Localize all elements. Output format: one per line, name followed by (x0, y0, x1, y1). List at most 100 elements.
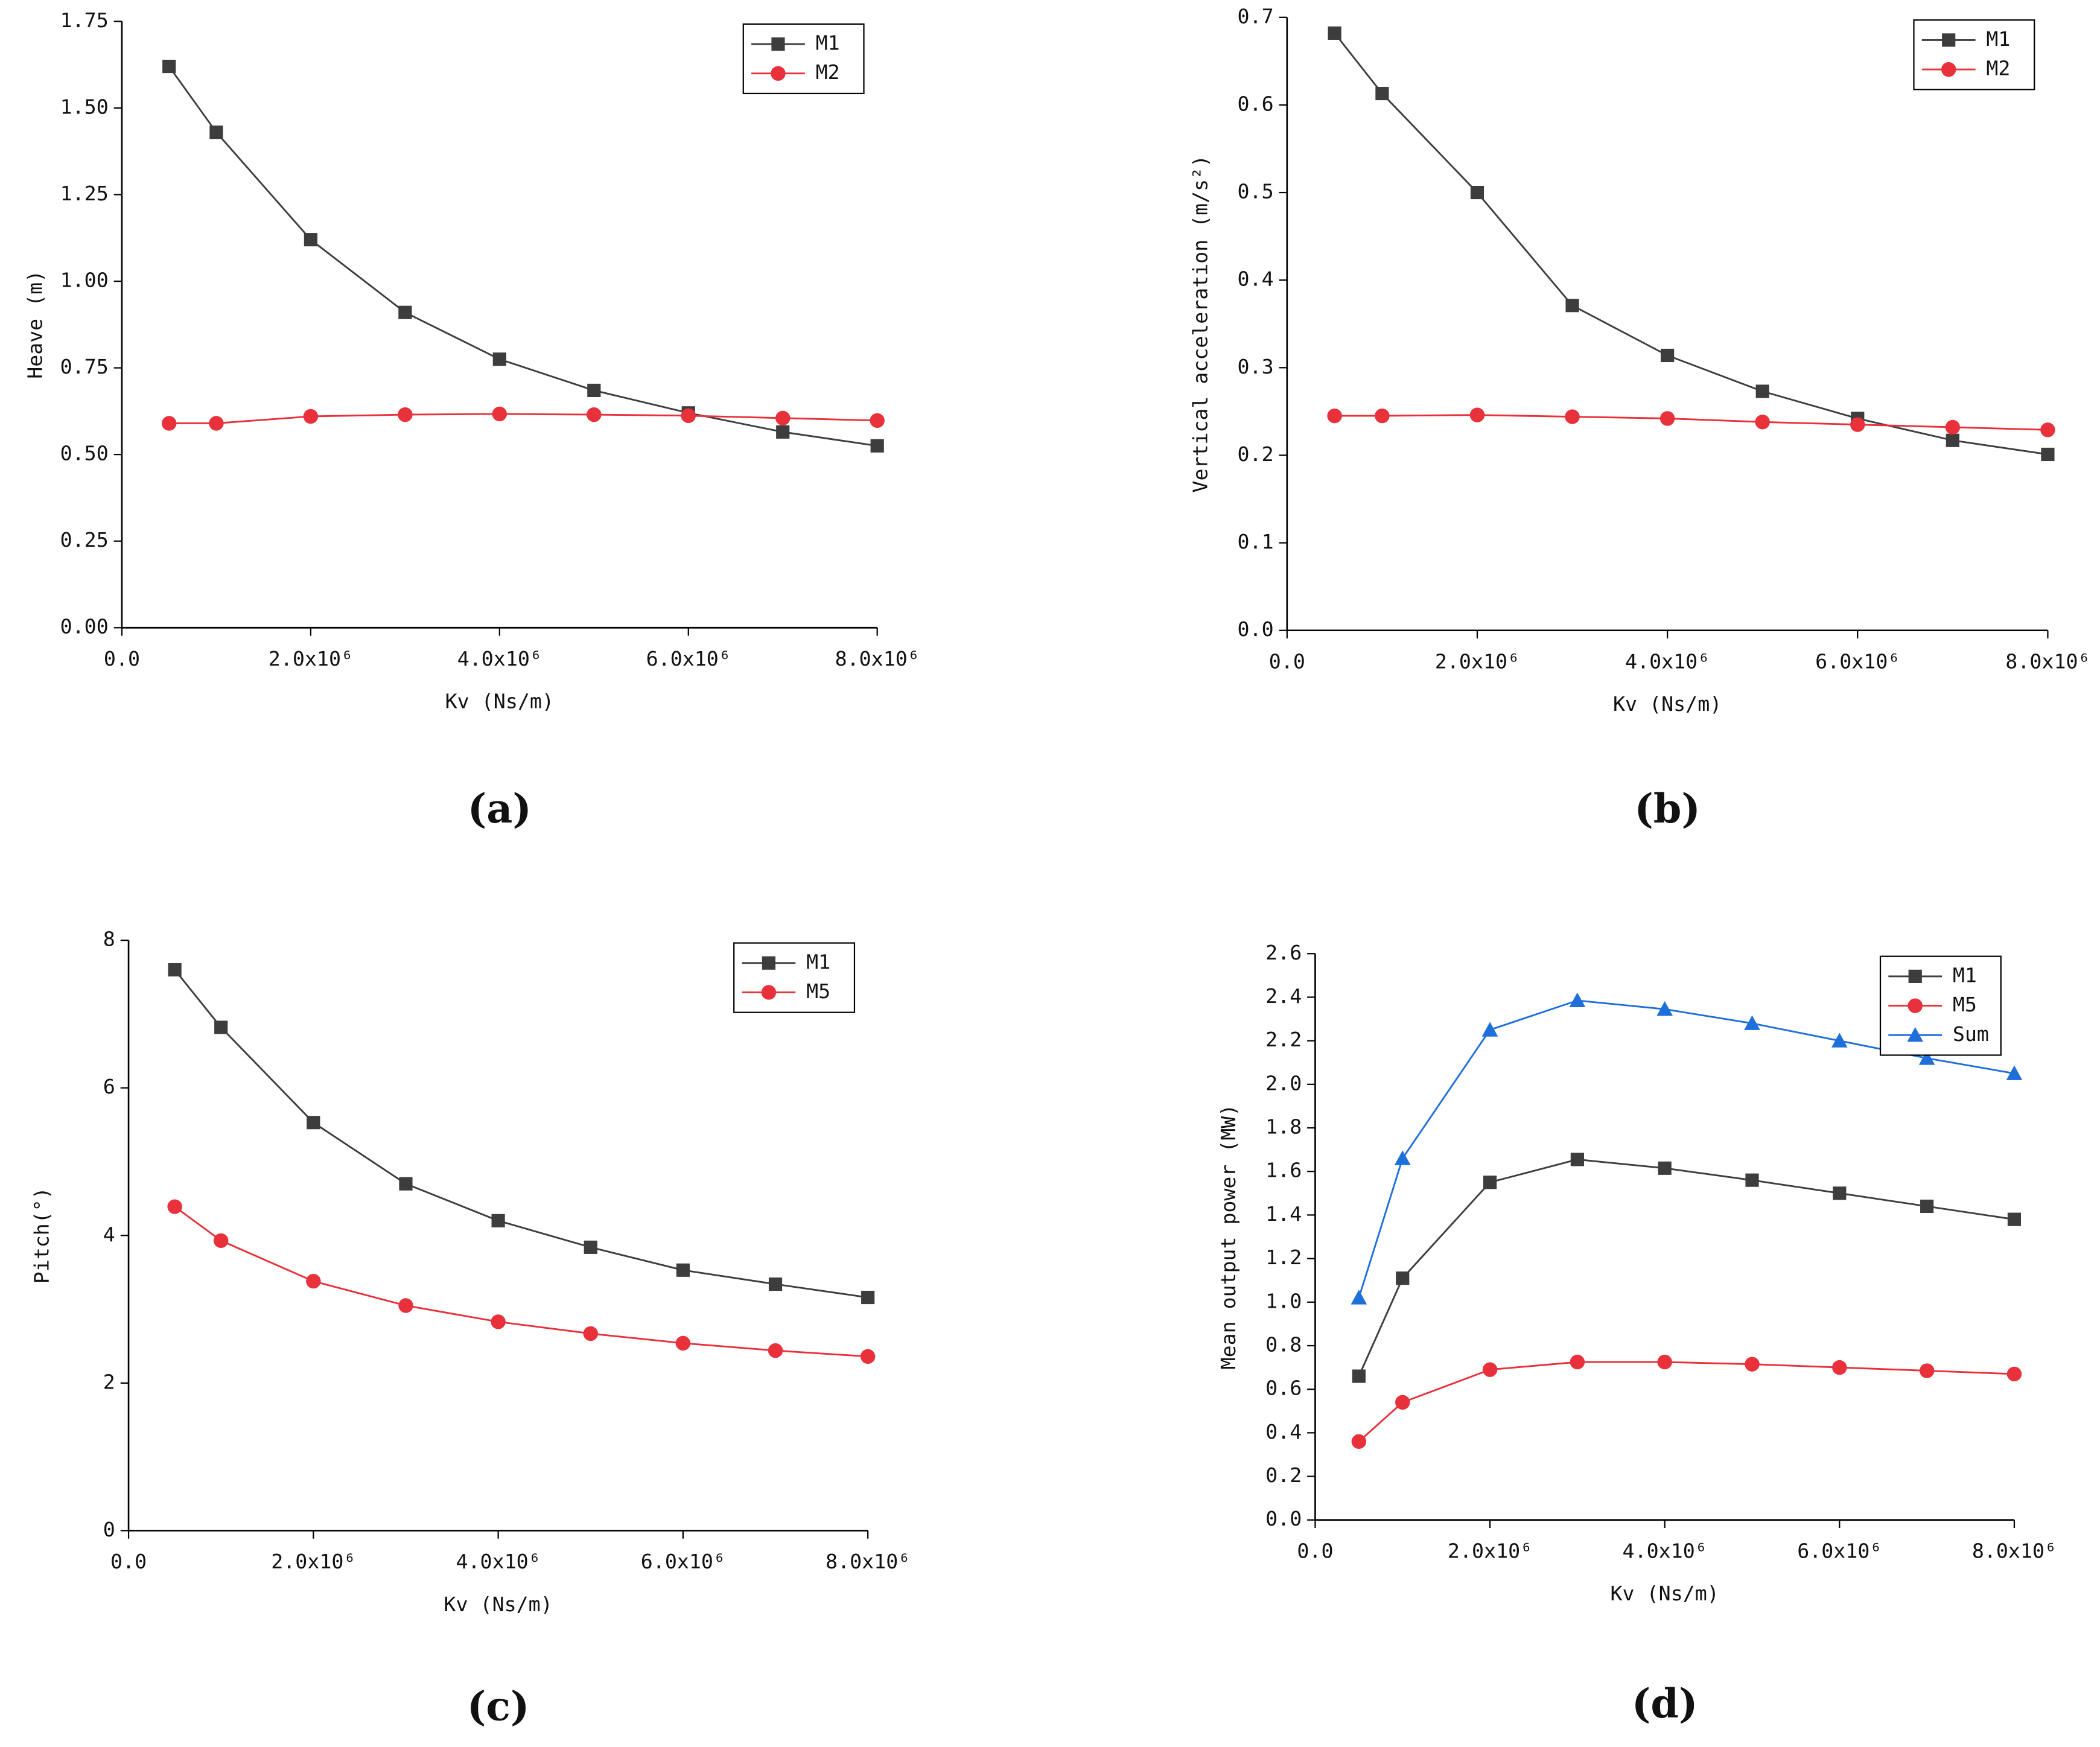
legend-marker (1908, 998, 1923, 1013)
marker (1946, 433, 1959, 447)
marker (776, 425, 790, 439)
marker (1657, 1354, 1672, 1370)
x-tick-label: 2.0x10⁶ (269, 647, 353, 670)
marker (1396, 1271, 1410, 1285)
marker (209, 126, 223, 139)
marker (584, 1240, 597, 1254)
y-tick-label: 1.00 (60, 269, 109, 292)
marker (2041, 447, 2055, 462)
x-axis-label: Kv (Ns/m) (1611, 1582, 1719, 1605)
legend-label: M1 (1986, 27, 2010, 51)
marker (1831, 1033, 1848, 1048)
y-tick-label: 0.1 (1238, 530, 1274, 553)
marker (1745, 1173, 1759, 1187)
marker (2006, 1366, 2022, 1382)
marker (1395, 1395, 1410, 1410)
marker (681, 408, 696, 424)
marker (306, 1273, 321, 1289)
marker (303, 409, 319, 424)
y-axis-label: Heave (m) (23, 270, 46, 379)
marker (1850, 417, 1865, 432)
marker (1328, 26, 1341, 40)
marker (399, 1177, 413, 1191)
series-line (1358, 1361, 2015, 1442)
marker (1945, 419, 1961, 435)
y-tick-label: 1.2 (1265, 1246, 1302, 1269)
marker (1744, 1015, 1760, 1030)
marker (870, 439, 884, 453)
marker (583, 1326, 598, 1341)
y-tick-label: 0.0 (1238, 617, 1274, 641)
marker (2006, 1065, 2023, 1080)
marker (676, 1263, 690, 1277)
y-tick-label: 0.2 (1238, 442, 1274, 466)
y-tick-label: 1.75 (60, 8, 109, 32)
y-tick-label: 2.6 (1265, 941, 1302, 964)
x-axis-label: Kv (Ns/m) (1613, 692, 1722, 716)
marker (1351, 1434, 1367, 1449)
marker (1469, 407, 1485, 422)
y-tick-label: 1.50 (60, 95, 109, 118)
legend-label: M1 (806, 950, 830, 973)
legend-marker (761, 985, 777, 1000)
marker (1375, 408, 1390, 424)
legend-label: M2 (816, 60, 840, 84)
marker (213, 1233, 229, 1249)
x-axis-label: Kv (Ns/m) (444, 1593, 552, 1616)
y-tick-label: 0.25 (60, 528, 109, 552)
series-line (174, 969, 868, 1299)
x-tick-label: 4.0x10⁶ (1625, 649, 1710, 673)
legend-label: M2 (1986, 57, 2010, 80)
legend-marker (1941, 62, 1956, 77)
marker (1482, 1362, 1498, 1377)
marker (1570, 1354, 1585, 1370)
marker (1375, 86, 1389, 101)
marker (1656, 1001, 1673, 1016)
marker (214, 1020, 228, 1034)
series-line (168, 66, 877, 447)
marker (1918, 1050, 1935, 1065)
marker (1920, 1199, 1934, 1214)
x-axis-label: Kv (Ns/m) (445, 690, 554, 713)
marker (1394, 1150, 1411, 1165)
x-tick-label: 2.0x10⁶ (271, 1550, 355, 1573)
y-tick-label: 0.8 (1265, 1333, 1302, 1357)
legend-marker (771, 37, 785, 51)
x-tick-label: 6.0x10⁶ (641, 1550, 725, 1573)
x-tick-label: 6.0x10⁶ (1797, 1539, 1882, 1562)
x-tick-label: 4.0x10⁶ (457, 647, 542, 670)
y-tick-label: 0.50 (60, 442, 109, 465)
marker (1351, 1290, 1367, 1305)
series-line (1334, 33, 2048, 456)
series-line (169, 413, 877, 424)
marker (768, 1343, 783, 1358)
x-tick-label: 2.0x10⁶ (1448, 1539, 1532, 1562)
marker (1755, 415, 1770, 430)
y-axis-label: Pitch(°) (30, 1187, 53, 1284)
marker (675, 1335, 691, 1351)
legend-label: M1 (816, 31, 840, 55)
legend-marker (762, 956, 776, 970)
marker (1570, 1153, 1584, 1166)
marker (1565, 299, 1579, 313)
marker (491, 1214, 505, 1227)
y-tick-label: 0.7 (1238, 4, 1274, 28)
x-tick-label: 4.0x10⁶ (456, 1550, 540, 1573)
marker (304, 233, 317, 247)
marker (209, 416, 224, 431)
marker (167, 1199, 182, 1214)
panel-label: (d) (1632, 1680, 1698, 1727)
x-tick-label: 6.0x10⁶ (1815, 649, 1900, 673)
x-tick-label: 8.0x10⁶ (835, 647, 920, 670)
series-line (1358, 1158, 2015, 1377)
y-tick-label: 2 (103, 1370, 115, 1393)
legend-box (742, 23, 865, 95)
marker (870, 413, 885, 428)
panel-label: (b) (1634, 785, 1701, 832)
marker (1919, 1363, 1935, 1378)
y-tick-label: 1.0 (1265, 1289, 1302, 1313)
marker (1755, 384, 1769, 398)
panel-label: (c) (467, 1683, 530, 1730)
marker (1470, 185, 1484, 200)
